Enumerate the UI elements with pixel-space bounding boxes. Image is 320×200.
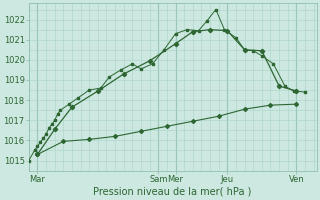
X-axis label: Pression niveau de la mer( hPa ): Pression niveau de la mer( hPa ) [93,187,252,197]
